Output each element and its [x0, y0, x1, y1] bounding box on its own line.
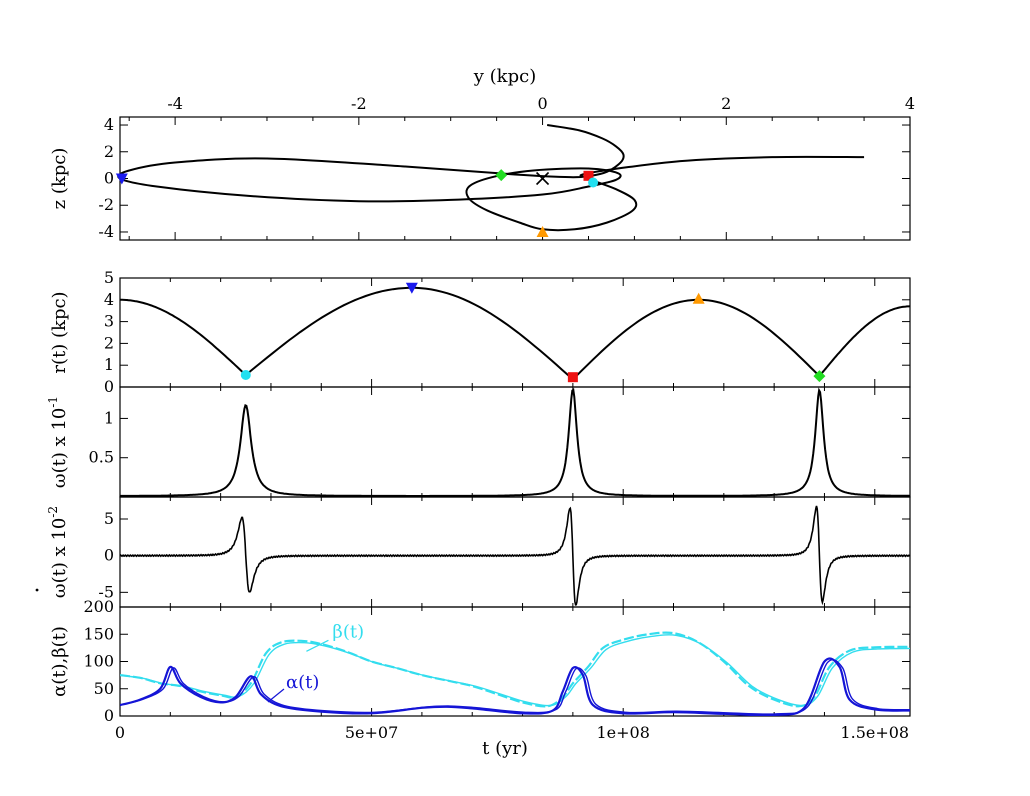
r-marker-green — [813, 370, 826, 383]
orbit-xtick-label: 2 — [721, 94, 731, 113]
beta-annotation: β(t) — [332, 621, 364, 642]
orbit-xtick-label: -4 — [167, 94, 183, 113]
angles-xtick-label: 0 — [115, 723, 125, 742]
angles-ylabel-text: α(t),β(t) — [49, 626, 70, 697]
orbit-marker-blue — [115, 173, 128, 185]
omega_dot-ylabel-exponent: -2 — [46, 506, 60, 518]
omega-line — [120, 387, 911, 497]
angles-xtick-label: 5e+07 — [345, 723, 398, 742]
galactic-center-marker — [535, 171, 550, 186]
orbit-panel: -4 -2 0 2 4 4 2 0 -2 -4 y (kpc) z (kpc) — [49, 66, 915, 241]
orbit-marker-cyan — [588, 177, 599, 188]
omega-ylabel-text: ω(t) x 10 — [49, 408, 70, 488]
omega_dot-ylabel: ω(t) x 10-2 — [46, 506, 70, 598]
orbit-line — [117, 124, 865, 232]
omega_dot-ytick-label: -5 — [98, 582, 114, 601]
omega_dot-ytick-label: 5 — [104, 509, 114, 528]
angles-ytick-label: 50 — [94, 679, 114, 698]
alpha-line-2 — [122, 659, 910, 715]
r-ylabel-text: r(t) (kpc) — [49, 291, 70, 373]
omega-ytick-label: 0.5 — [89, 448, 114, 467]
omega-dot-line — [119, 505, 911, 606]
r-marker-cyan — [240, 370, 251, 381]
orbit-ylabel-text: z (kpc) — [49, 148, 70, 210]
omega-ylabel: ω(t) x 10-1 — [46, 396, 70, 488]
omega_dot-ylabel-dot: · — [26, 587, 51, 594]
r-marker-orange — [692, 292, 705, 304]
orbit-ytick-label: -2 — [98, 195, 114, 214]
r-ytick-label: 3 — [104, 312, 114, 331]
r-ytick-label: 1 — [104, 355, 114, 374]
omega-panel: 1 0.5 ω(t) x 10-1 — [46, 386, 911, 498]
alpha-line — [120, 657, 910, 716]
r-ylabel: r(t) (kpc) — [49, 291, 70, 373]
omega-dot-panel: 50-5ω(t) x 10-2· — [26, 496, 911, 608]
omega-frame — [119, 386, 911, 498]
r-line — [120, 286, 911, 381]
omega_dot-ytick-label: 0 — [104, 546, 114, 565]
omega_dot-ylabel-text: ω(t) x 10 — [49, 518, 70, 598]
r-ytick-label: 5 — [104, 268, 114, 287]
r-frame — [119, 277, 911, 388]
orbit-marker-green — [495, 169, 508, 182]
orbit-xtick-label: -2 — [351, 94, 367, 113]
alpha-arrow — [267, 688, 285, 703]
angles-plot — [120, 631, 910, 716]
beta-line-2 — [122, 634, 910, 707]
orbit-marker-orange — [536, 225, 549, 237]
orbit-xtick-label: 4 — [905, 94, 915, 113]
orbit-xlabel: y (kpc) — [473, 66, 536, 87]
orbit-ytick-label: 4 — [104, 115, 114, 134]
omega_dot-frame — [119, 496, 911, 608]
orbit-ytick-label: -4 — [98, 222, 114, 241]
omega-ytick-label: 1 — [104, 408, 114, 427]
r-marker-red — [567, 372, 578, 383]
angles-ytick-label: 200 — [83, 597, 114, 616]
orbit-ylabel: z (kpc) — [49, 148, 70, 210]
angles-xlabel: t (yr) — [482, 738, 528, 759]
orbit-ytick-label: 2 — [104, 142, 114, 161]
angles-xtick-label: 1e+08 — [596, 723, 649, 742]
r-marker-blue — [405, 282, 418, 294]
r-ytick-label: 4 — [104, 290, 114, 309]
angles-xtick-label: 1.5e+08 — [840, 723, 909, 742]
angles-panel: 200 150 100 50 0 α(t),β(t) 0 5e+07 1e+08 1.5e+08 t… — [49, 597, 911, 759]
angles-ytick-label: 150 — [83, 624, 114, 643]
orbit-xtick-label: 0 — [537, 94, 547, 113]
r-ytick-label: 2 — [104, 333, 114, 352]
alpha-annotation: α(t) — [286, 672, 319, 693]
r-panel: 5 4 3 2 1 0 r(t) (kpc) — [49, 268, 911, 396]
angles-ytick-label: 100 — [83, 652, 114, 671]
angles-ylabel: α(t),β(t) — [49, 626, 70, 697]
angles-ytick-label: 0 — [104, 706, 114, 725]
r-ytick-label: 0 — [104, 377, 114, 396]
orbit-marker-red — [583, 170, 594, 181]
omega-ylabel-exponent: -1 — [46, 396, 60, 408]
beta-arrow — [306, 639, 329, 652]
orbit-ytick-label: 0 — [104, 169, 114, 188]
